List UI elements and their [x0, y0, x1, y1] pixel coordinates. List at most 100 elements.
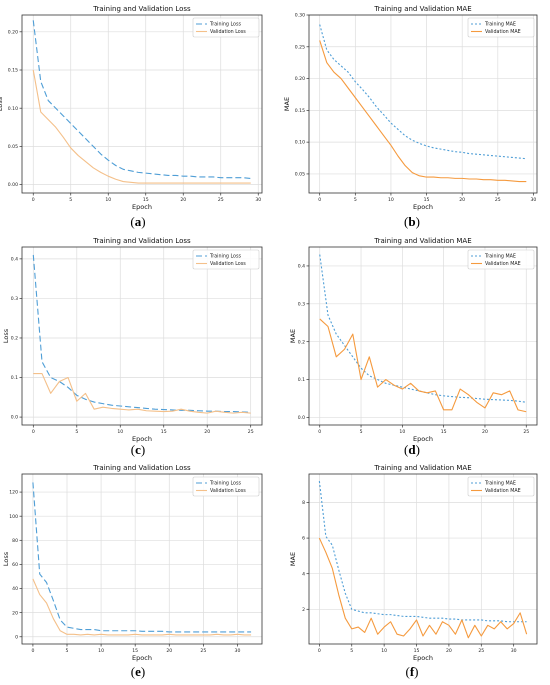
chart-title: Training and Validation MAE: [373, 237, 471, 245]
chart-svg-b: 0 5 10 15 20 25 30 0.05 0.10 0.15 0.20 0.25 0.30 Trai…: [283, 5, 538, 211]
y-tick-label-3: 60: [12, 562, 18, 568]
x-tick-label-0: 0: [31, 648, 34, 654]
y-tick-label-5: 100: [9, 514, 18, 520]
chart-title: Training and Validation Loss: [92, 5, 191, 13]
y-tick-label-1: 0.1: [298, 377, 305, 383]
series-line-1: [32, 20, 251, 180]
x-tick-label-0: 0: [318, 648, 321, 654]
caption-b: (b): [404, 214, 420, 229]
x-tick-label-5: 25: [248, 429, 254, 435]
y-tick-label-3: 0.3: [298, 301, 305, 307]
x-tick-label-1: 5: [354, 197, 357, 203]
legend-box: [467, 476, 535, 497]
y-axis-label: MAE: [289, 329, 297, 343]
legend-box: [467, 249, 535, 270]
chart-svg-e: 0 5 10 15 20 25 30 0 20 40 60 80 100 120 Training and …: [2, 464, 263, 662]
series-line-2: [32, 69, 251, 184]
plot-frame: [308, 246, 538, 426]
x-tick-label-4: 20: [180, 197, 186, 203]
y-tick-label-2: 6: [302, 536, 305, 542]
x-tick-label-3: 15: [143, 197, 149, 203]
chart-title: Training and Validation Loss: [92, 237, 191, 245]
series-line-1: [318, 481, 527, 623]
legend-label-2: Validation MAE: [485, 488, 521, 494]
x-tick-label-5: 25: [478, 648, 484, 654]
chart-panel-f: 0 5 10 15 20 25 30 2 4 6 8 Training and Validation …: [275, 462, 550, 666]
legend-label-2: Validation MAE: [485, 261, 521, 267]
legend-label-2: Validation Loss: [210, 488, 246, 494]
legend-label-1: Training Loss: [209, 481, 241, 487]
legend-box: [192, 476, 260, 497]
x-axis-label: Epoch: [132, 435, 152, 443]
y-tick-label-0: 0: [15, 634, 18, 640]
y-axis-label: Loss: [2, 328, 10, 343]
chart-svg-a: 0 5 10 15 20 25 30 0.00 0.05 0.10 0.15 0.20 Training…: [0, 5, 263, 211]
y-tick-label-1: 20: [12, 610, 18, 616]
x-tick-label-3: 15: [424, 197, 430, 203]
y-tick-label-4: 0.4: [11, 256, 18, 262]
y-axis-label: Loss: [0, 96, 4, 111]
x-tick-label-6: 30: [255, 197, 261, 203]
x-tick-label-1: 5: [66, 648, 69, 654]
y-tick-label-3: 0.15: [8, 68, 18, 74]
x-tick-label-6: 30: [511, 648, 517, 654]
x-tick-label-4: 20: [446, 648, 452, 654]
x-tick-label-0: 0: [318, 197, 321, 203]
y-tick-label-1: 0.05: [8, 144, 18, 150]
x-tick-label-0: 0: [318, 429, 321, 435]
chart-panel-b: 0 5 10 15 20 25 30 0.05 0.10 0.15 0.20 0.25 0.30 Trai…: [275, 0, 550, 212]
chart-panel-d: 0 5 10 15 20 25 0.0 0.1 0.2 0.3 0.4 Training and Va…: [275, 232, 550, 444]
x-tick-label-3: 15: [161, 429, 167, 435]
legend-label-2: Validation Loss: [210, 29, 246, 35]
legend-box: [467, 17, 535, 38]
series-line-2: [318, 537, 528, 639]
y-tick-label-4: 0.4: [298, 264, 305, 270]
y-tick-label-4: 0.25: [295, 44, 305, 50]
chart-title: Training and Validation MAE: [373, 464, 471, 472]
y-tick-label-6: 120: [9, 490, 18, 496]
legend-label-1: Training Loss: [209, 254, 241, 260]
chart-title: Training and Validation Loss: [92, 464, 191, 472]
y-tick-label-2: 0.2: [11, 336, 18, 342]
legend-box: [192, 17, 260, 38]
caption-f: (f): [405, 664, 419, 679]
x-tick-label-2: 10: [381, 648, 387, 654]
legend-label-2: Validation Loss: [210, 261, 246, 267]
series-line-2: [33, 373, 251, 414]
legend-label-1: Training Loss: [209, 22, 241, 28]
y-tick-label-5: 0.30: [295, 13, 305, 19]
x-tick-label-4: 20: [166, 648, 172, 654]
caption-c: (c): [130, 442, 146, 457]
series-line-1: [32, 254, 251, 413]
chart-panel-a: 0 5 10 15 20 25 30 0.00 0.05 0.10 0.15 0.20 Training…: [0, 0, 275, 212]
legend-box: [192, 249, 260, 270]
x-axis-label: Epoch: [413, 435, 433, 443]
series-line-2: [319, 318, 527, 413]
x-tick-label-5: 25: [218, 197, 224, 203]
x-tick-label-2: 10: [105, 197, 111, 203]
x-axis-label: Epoch: [413, 654, 433, 662]
x-tick-label-5: 25: [200, 648, 206, 654]
plot-frame: [21, 14, 263, 194]
chart-svg-f: 0 5 10 15 20 25 30 2 4 6 8 Training and Validation …: [289, 464, 538, 662]
legend-label-1: Training MAE: [484, 481, 516, 487]
series-line-1: [319, 254, 527, 403]
plot-frame: [308, 14, 538, 194]
y-tick-label-4: 0.20: [8, 29, 18, 35]
y-tick-label-1: 0.10: [295, 140, 305, 146]
plot-frame: [21, 246, 263, 426]
x-axis-label: Epoch: [132, 654, 152, 662]
x-tick-label-1: 5: [75, 429, 78, 435]
series-line-2: [319, 40, 527, 183]
y-tick-label-1: 4: [302, 571, 305, 577]
caption-a: (a): [130, 214, 146, 229]
series-line-1: [319, 24, 527, 160]
x-tick-label-1: 5: [69, 197, 72, 203]
x-axis-label: Epoch: [132, 203, 152, 211]
chart-svg-c: 0 5 10 15 20 25 0.0 0.1 0.2 0.3 0.4 Training and Va…: [2, 237, 263, 443]
x-tick-label-4: 20: [204, 429, 210, 435]
plot-frame: [21, 473, 263, 645]
series-line-1: [32, 482, 252, 633]
y-tick-label-4: 80: [12, 538, 18, 544]
x-tick-label-4: 20: [482, 429, 488, 435]
